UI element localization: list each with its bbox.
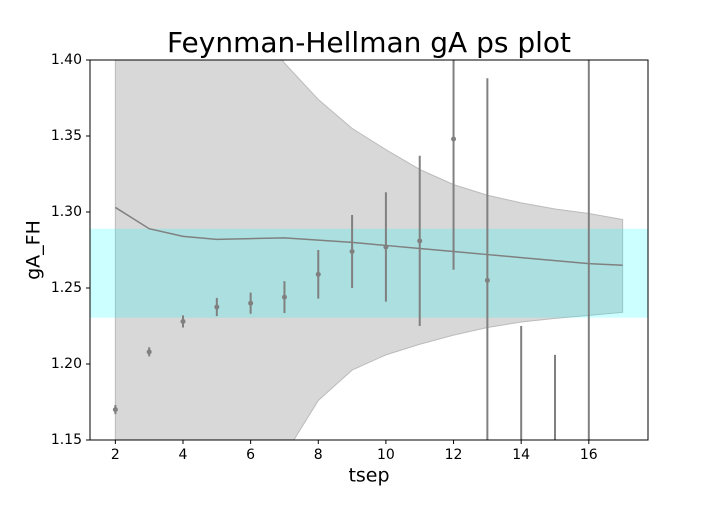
data-point — [146, 349, 152, 355]
data-point — [349, 249, 355, 255]
fit-band — [114, 60, 624, 440]
chart-title: Feynman-Hellman gA ps plot — [167, 26, 571, 59]
x-tick-label: 10 — [377, 447, 395, 463]
x-tick-label: 4 — [179, 447, 188, 463]
data-point — [180, 318, 186, 324]
x-tick-label: 14 — [512, 447, 530, 463]
y-tick-label: 1.20 — [51, 356, 82, 372]
x-tick-label: 12 — [445, 447, 463, 463]
y-tick-label: 1.25 — [51, 280, 82, 296]
data-point — [214, 304, 220, 310]
constant-band — [90, 228, 648, 318]
data-point — [315, 271, 321, 277]
y-tick-label: 1.15 — [51, 432, 82, 448]
plot-area — [90, 60, 648, 440]
x-tick-label: 6 — [246, 447, 255, 463]
x-tick-label: 2 — [111, 447, 120, 463]
x-tick-label: 8 — [314, 447, 323, 463]
x-axis-label: tsep — [348, 465, 389, 487]
x-tick-label: 16 — [580, 447, 598, 463]
data-point — [383, 244, 389, 250]
data-point — [248, 300, 254, 306]
data-point — [281, 294, 287, 300]
data-point — [112, 407, 118, 413]
y-tick-label: 1.40 — [51, 52, 82, 68]
y-tick-label: 1.35 — [51, 128, 82, 144]
data-point — [451, 136, 457, 142]
axes-frame — [89, 59, 649, 441]
data-point — [484, 277, 490, 283]
fit-line — [114, 206, 623, 266]
data-point — [417, 238, 423, 244]
y-axis-label: gA_FH — [23, 220, 45, 280]
y-tick-label: 1.30 — [51, 204, 82, 220]
